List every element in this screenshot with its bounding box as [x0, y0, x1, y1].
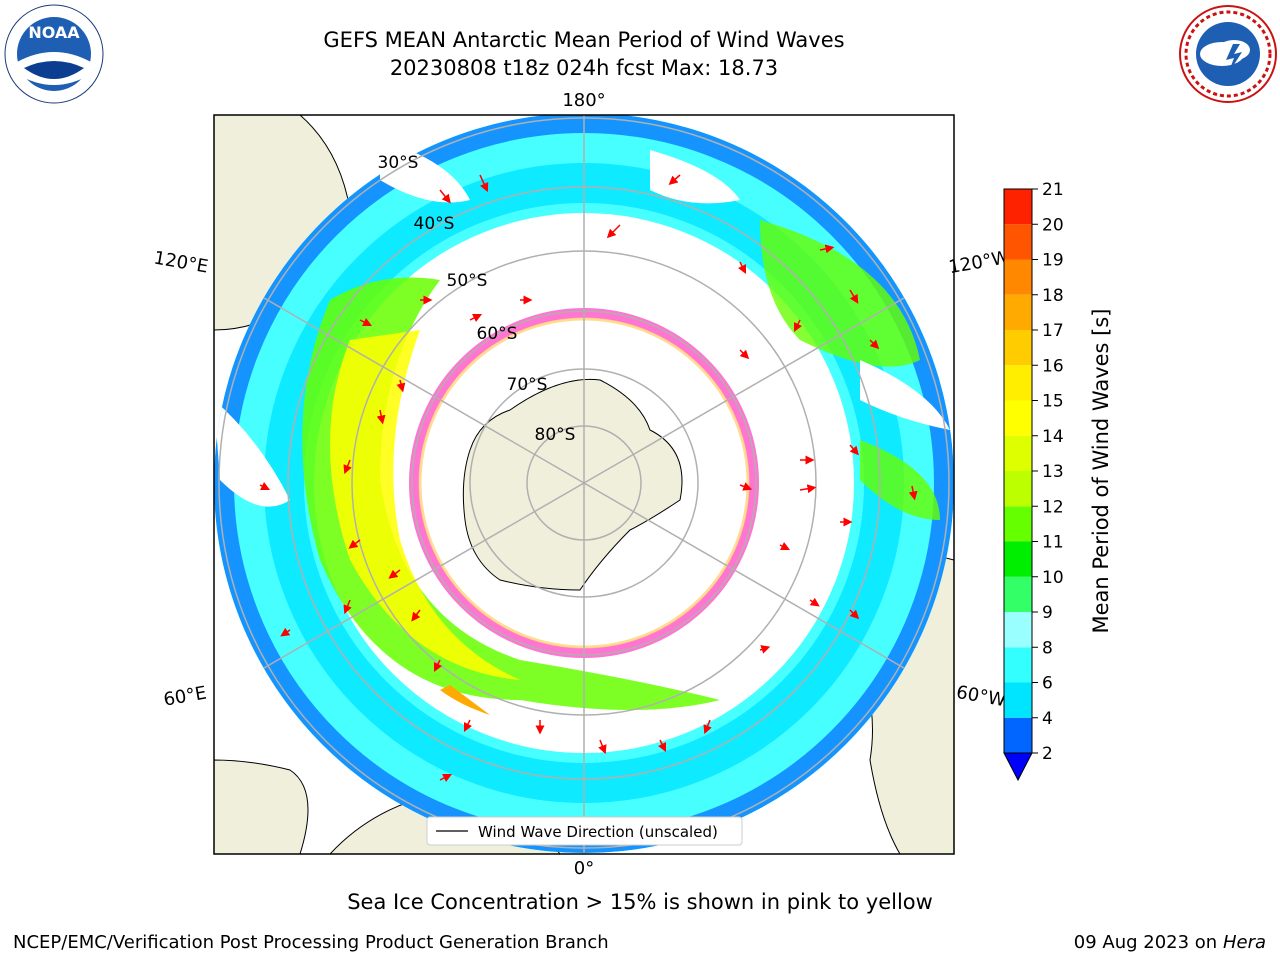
colorbar-tick-label: 2: [1042, 744, 1053, 764]
wave-direction-arrows: [259, 174, 918, 783]
graticule: [218, 115, 950, 854]
colorbar-tick-label: 16: [1042, 356, 1064, 376]
colorbar-label: Mean Period of Wind Waves [s]: [1089, 309, 1113, 634]
colorbar-segment: [1004, 541, 1032, 577]
noaa-logo: NOAA: [4, 4, 104, 104]
legend-label: Wind Wave Direction (unscaled): [478, 823, 718, 841]
colorbar-tick-label: 6: [1042, 674, 1053, 694]
chart-title-line2: 20230808 t18z 024h fcst Max: 18.73: [389, 56, 779, 80]
lon-label-top: 180°: [562, 90, 605, 111]
footer-date-text: 09 Aug 2023 on: [1073, 932, 1218, 953]
colorbar-segment: [1004, 717, 1032, 753]
colorbar-tick-label: 13: [1042, 462, 1064, 482]
footer-date: 09 Aug 2023 on Hera: [1074, 932, 1266, 953]
antarctica-land: [462, 378, 683, 591]
lat-label-60s: 60°S: [477, 324, 518, 344]
colorbar-segments: [1004, 189, 1032, 753]
colorbar-tick-label: 17: [1042, 321, 1064, 341]
lat-label-50s: 50°S: [447, 271, 488, 291]
colorbar-tick-label: 12: [1042, 497, 1064, 517]
lat-label-30s: 30°S: [378, 153, 419, 173]
colorbar-under-triangle: [1003, 752, 1033, 782]
footer-branch: NCEP/EMC/Verification Post Processing Pr…: [13, 932, 609, 953]
colorbar-segment: [1004, 647, 1032, 683]
colorbar-tick-label: 8: [1042, 638, 1053, 658]
colorbar-segment: [1004, 400, 1032, 436]
polar-map: Wind Wave Direction (unscaled) 180° 0° 1…: [152, 90, 1011, 879]
colorbar-tick-label: 20: [1042, 215, 1064, 235]
map-legend: Wind Wave Direction (unscaled): [426, 816, 743, 846]
lon-label-bottom: 0°: [574, 858, 594, 879]
colorbar-tick-label: 18: [1042, 286, 1064, 306]
colorbar-tick-label: 4: [1042, 709, 1053, 729]
chart-title-line1: GEFS MEAN Antarctic Mean Period of Wind …: [323, 28, 845, 52]
colorbar-segment: [1004, 506, 1032, 542]
colorbar-tick-label: 10: [1042, 568, 1064, 588]
colorbar-segment: [1004, 612, 1032, 648]
map-frame: [213, 114, 955, 855]
colorbar-tick-label: 9: [1042, 603, 1053, 623]
colorbar-tick-label: 19: [1042, 251, 1064, 271]
colorbar-tick-label: 11: [1042, 533, 1064, 553]
nws-logo: [1179, 5, 1277, 103]
lat-label-70s: 70°S: [507, 375, 548, 395]
colorbar-tick-label: 14: [1042, 427, 1064, 447]
colorbar-segment: [1004, 259, 1032, 295]
colorbar-ticks: 2 4 6 8 9 10 11 12 13 14 15 16 17 18 19 20 21: [1032, 180, 1064, 764]
colorbar-tick-label: 15: [1042, 392, 1064, 412]
footer-machine: Hera: [1222, 932, 1266, 953]
colorbar-segment: [1004, 576, 1032, 612]
colorbar-tick-label: 21: [1042, 180, 1064, 200]
lat-label-80s: 80°S: [535, 425, 576, 445]
colorbar-segment: [1004, 189, 1032, 225]
lon-label-left-upper: 120°E: [152, 247, 210, 277]
colorbar-segment: [1004, 365, 1032, 401]
noaa-logo-text: NOAA: [28, 23, 80, 42]
colorbar-segment: [1004, 435, 1032, 471]
colorbar-segment: [1004, 294, 1032, 330]
lon-label-left-lower: 60°E: [162, 682, 208, 710]
colorbar-segment: [1004, 682, 1032, 718]
colorbar-segment: [1004, 471, 1032, 507]
sea-ice-caption: Sea Ice Concentration > 15% is shown in …: [347, 890, 933, 914]
colorbar-segment: [1004, 330, 1032, 366]
colorbar-segment: [1004, 224, 1032, 260]
lat-label-40s: 40°S: [414, 214, 455, 234]
colorbar: 2 4 6 8 9 10 11 12 13 14 15 16 17 18 19 20 21 Mean Perio…: [1003, 180, 1113, 782]
